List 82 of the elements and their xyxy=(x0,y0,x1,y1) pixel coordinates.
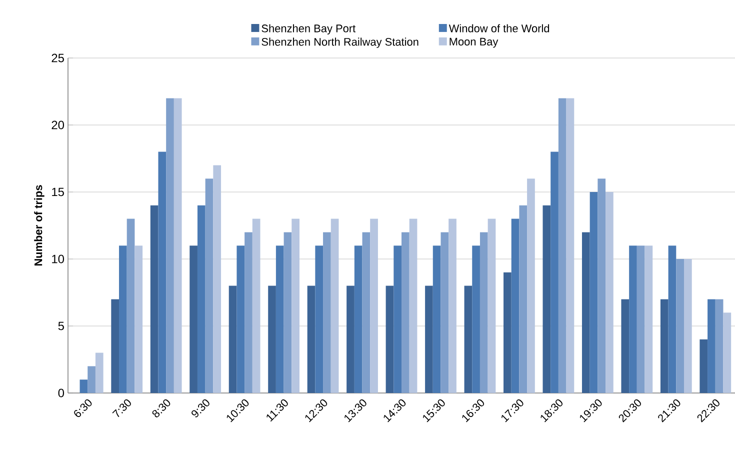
bar xyxy=(621,299,630,393)
bar xyxy=(323,232,331,393)
bar xyxy=(409,218,418,393)
bar xyxy=(111,299,120,393)
bar xyxy=(394,246,402,393)
bar xyxy=(197,205,206,393)
bar xyxy=(213,165,222,393)
y-axis-title: Number of trips xyxy=(34,185,44,266)
legend-label: Window of the World xyxy=(448,24,550,32)
bar xyxy=(629,246,637,393)
bar xyxy=(402,232,410,393)
bar xyxy=(228,286,237,393)
bar xyxy=(511,218,520,393)
legend-label: Moon Bay xyxy=(450,38,498,48)
bar xyxy=(558,98,566,393)
bar xyxy=(660,299,668,393)
bar xyxy=(472,246,480,393)
bar xyxy=(566,98,574,393)
bar xyxy=(527,178,535,393)
bar xyxy=(715,299,724,393)
bar xyxy=(448,218,456,393)
bar xyxy=(346,286,354,393)
bar xyxy=(606,192,614,393)
bar xyxy=(307,286,316,393)
bar xyxy=(330,218,339,393)
bar xyxy=(480,232,488,393)
bar xyxy=(80,380,88,393)
bar xyxy=(236,246,245,393)
bar xyxy=(684,259,692,393)
bar xyxy=(150,205,158,393)
bar xyxy=(432,246,441,393)
legend-label: Shenzhen Bay Port xyxy=(262,24,356,34)
y-tick-label: 5 xyxy=(58,322,64,330)
bar xyxy=(292,218,300,393)
bar xyxy=(284,232,292,393)
bar xyxy=(550,152,558,393)
bar xyxy=(354,246,362,393)
bar xyxy=(700,339,708,393)
bar xyxy=(464,286,472,393)
y-tick-label: 15 xyxy=(52,188,64,196)
bar xyxy=(644,246,653,393)
legend-label: Shenzhen North Railway Station xyxy=(262,38,418,48)
bar xyxy=(676,259,684,393)
x-tick-label: 7:30 xyxy=(112,399,131,418)
x-tick-label: 9:30 xyxy=(192,399,210,418)
bar xyxy=(362,232,370,393)
bar xyxy=(268,286,276,393)
bar xyxy=(95,352,104,393)
bar xyxy=(166,98,174,393)
y-tick-label: 20 xyxy=(52,120,64,130)
bar xyxy=(542,205,551,393)
bar xyxy=(708,299,716,393)
bar xyxy=(504,272,512,393)
bar xyxy=(425,286,433,393)
bar xyxy=(723,312,732,393)
bar xyxy=(88,366,96,393)
y-tick-label: 25 xyxy=(52,54,64,62)
bar xyxy=(370,218,378,393)
bar xyxy=(668,246,676,393)
bar xyxy=(174,98,182,393)
bar xyxy=(582,232,590,393)
y-tick-label: 10 xyxy=(52,254,64,264)
bar xyxy=(386,286,394,393)
bar xyxy=(315,246,324,393)
bar xyxy=(590,192,598,393)
y-tick-label: 0 xyxy=(58,388,64,398)
x-tick-label: 6:30 xyxy=(74,399,92,418)
bar xyxy=(440,232,449,393)
bar xyxy=(126,218,135,393)
bar xyxy=(519,205,528,393)
bar xyxy=(134,246,143,393)
bar xyxy=(205,178,214,393)
bar xyxy=(276,246,284,393)
bar xyxy=(158,152,166,393)
bar xyxy=(119,246,127,393)
x-tick-label: 8:30 xyxy=(152,399,170,418)
bar xyxy=(636,246,645,393)
bar xyxy=(488,218,496,393)
bar xyxy=(244,232,252,393)
bar xyxy=(190,246,198,393)
bar xyxy=(252,218,260,393)
bar xyxy=(598,178,606,393)
